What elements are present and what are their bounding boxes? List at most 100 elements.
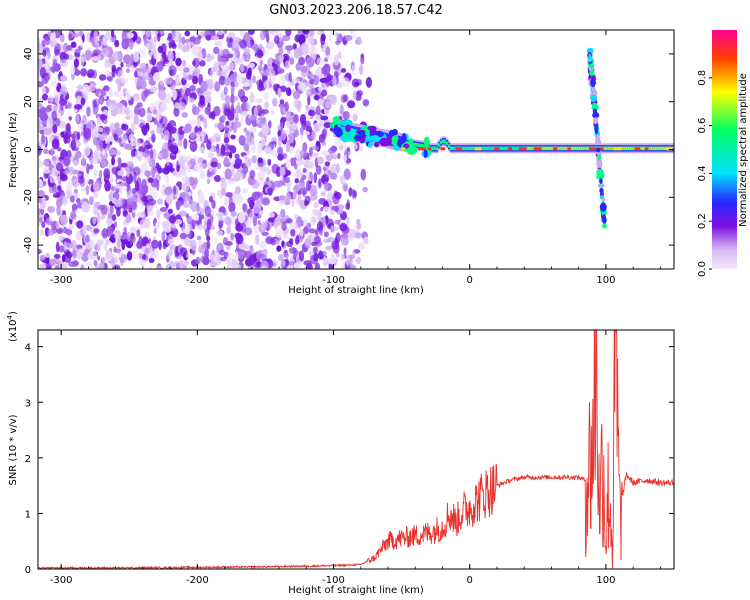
- spectrogram-noise-blob: [38, 181, 44, 187]
- spectrogram-noise-blob: [81, 154, 86, 165]
- spectrogram-noise-blob: [323, 231, 329, 238]
- spectrogram-band-peak: [548, 146, 551, 151]
- spectrogram-noise-blob: [192, 106, 200, 116]
- spectrogram-noise-blob: [156, 61, 164, 72]
- snr-y-multiplier: (x104): [6, 311, 19, 342]
- spectrogram-noise-blob: [57, 185, 62, 191]
- spectrogram-noise-blob: [163, 129, 170, 141]
- spectrogram-noise-blob: [256, 142, 263, 154]
- spectrogram-noise-blob: [306, 161, 315, 169]
- spectrogram-noise-blob: [258, 241, 268, 249]
- spectrogram-noise-blob: [294, 178, 300, 184]
- spectrogram-noise-blob: [41, 40, 46, 48]
- spectrogram-noise-blob: [150, 86, 158, 93]
- spectrogram-noise-blob: [218, 221, 223, 231]
- spectrogram-noise-blob: [268, 74, 277, 84]
- spectrogram-noise-blob: [258, 78, 263, 88]
- spectrogram-noise-blob: [178, 136, 183, 147]
- spectrogram-noise-blob: [234, 250, 239, 263]
- spectrogram-band-peak: [505, 146, 508, 151]
- spectrogram-band-peak: [642, 146, 645, 151]
- spectrogram-noise-blob: [238, 135, 246, 146]
- spectrogram-noise-blob: [310, 35, 314, 47]
- spectrogram-noise-blob: [285, 140, 290, 153]
- spectrogram-noise-blob: [196, 117, 201, 128]
- spectrogram-noise-blob: [181, 173, 187, 178]
- spectrogram-noise-blob: [161, 148, 169, 160]
- spectrogram-noise-blob: [55, 241, 60, 253]
- spectrogram-noise-blob: [317, 156, 324, 164]
- spectrogram-band-peak: [354, 129, 357, 136]
- spectrogram-noise-blob: [120, 61, 124, 68]
- spectrogram-noise-blob: [91, 69, 98, 79]
- spectrogram-noise-blob: [169, 215, 176, 224]
- spectrogram-noise-blob: [45, 61, 49, 70]
- spectrogram-noise-blob: [281, 75, 285, 85]
- x-tick-label: 0: [467, 275, 473, 286]
- spectrogram-band-peak: [623, 146, 627, 151]
- spectrogram-noise-blob: [191, 181, 197, 190]
- spectrogram-noise-blob: [309, 146, 313, 157]
- spectrogram-noise-blob: [120, 162, 129, 168]
- spectrogram-noise-blob: [106, 76, 113, 81]
- spectrogram-noise-blob: [280, 208, 286, 218]
- spectrogram-noise-blob: [173, 31, 182, 43]
- spectrogram-noise-blob: [182, 193, 191, 201]
- spectrogram-noise-blob: [306, 180, 312, 191]
- spectrogram-noise-blob: [339, 175, 345, 184]
- spectrogram-noise-blob: [189, 36, 197, 43]
- spectrogram-noise-blob: [260, 260, 269, 269]
- snr-frame: [37, 329, 675, 570]
- spectrogram-noise-blob: [120, 234, 129, 240]
- spectrogram-noise-blob: [78, 30, 84, 37]
- spectrogram-band-peak: [603, 146, 606, 151]
- spectrogram-band-peak: [631, 146, 635, 151]
- spectrogram-noise-blob: [165, 194, 174, 205]
- spectrogram-noise-blob: [182, 203, 190, 208]
- colorbar-gradient: [712, 30, 737, 269]
- spectrogram-noise-blob: [291, 123, 298, 130]
- spectrogram-noise-blob: [123, 226, 127, 235]
- spectrogram-noise-blob: [306, 56, 314, 68]
- spectrogram-noise-blob: [57, 245, 66, 253]
- spectrogram-noise-blob: [227, 42, 233, 48]
- spectrogram-noise-blob: [214, 122, 219, 129]
- spectrogram-noise-blob: [131, 187, 137, 195]
- spectrogram-band-peak: [441, 139, 445, 143]
- spectrogram-noise-blob: [214, 175, 221, 182]
- spectrogram-noise-blob: [97, 255, 101, 261]
- spectrogram-noise-blob: [64, 104, 68, 110]
- spectrogram-band-blob: [423, 136, 430, 147]
- spectrogram-band-peak: [462, 146, 465, 151]
- spectrogram-band-blob: [391, 128, 398, 135]
- spectrogram-noise-blob: [115, 102, 124, 109]
- spectrogram-burst-blob: [592, 117, 599, 124]
- spectrogram-noise-blob: [88, 164, 94, 170]
- spectrogram-noise-blob: [42, 160, 49, 166]
- spectrogram-y-ticks: -40 -20 0 20 40: [23, 48, 674, 253]
- spectrogram-noise-blob: [306, 222, 312, 229]
- x-tick-label: -100: [322, 575, 345, 586]
- spectrogram-noise-blob: [46, 220, 54, 226]
- spectrogram-noise-blob: [54, 265, 60, 269]
- spectrogram-noise-blob: [88, 250, 98, 260]
- spectrogram-burst-blob: [590, 78, 596, 88]
- spectrogram-noise-blob: [198, 224, 204, 231]
- spectrogram-noise-blob: [321, 141, 327, 146]
- spectrogram-band-peak: [480, 146, 484, 151]
- colorbar-label: Normalized spectral amplitude: [738, 73, 749, 227]
- spectrogram-noise-blob: [184, 223, 191, 235]
- spectrogram-noise-blob: [311, 152, 319, 158]
- spectrogram-noise-blob: [277, 153, 284, 161]
- spectrogram-noise-blob: [185, 87, 191, 97]
- spectrogram-noise-blob: [156, 198, 163, 205]
- spectrogram-noise-blob: [223, 143, 231, 151]
- spectrogram-noise-blob: [309, 78, 315, 85]
- spectrogram-noise-blob: [278, 46, 284, 55]
- spectrogram-noise-blob: [309, 72, 313, 79]
- spectrogram-noise-blob: [322, 206, 330, 213]
- spectrogram-noise-blob: [273, 35, 280, 45]
- spectrogram-noise-blob: [196, 202, 200, 213]
- spectrogram-band-peak: [609, 146, 612, 151]
